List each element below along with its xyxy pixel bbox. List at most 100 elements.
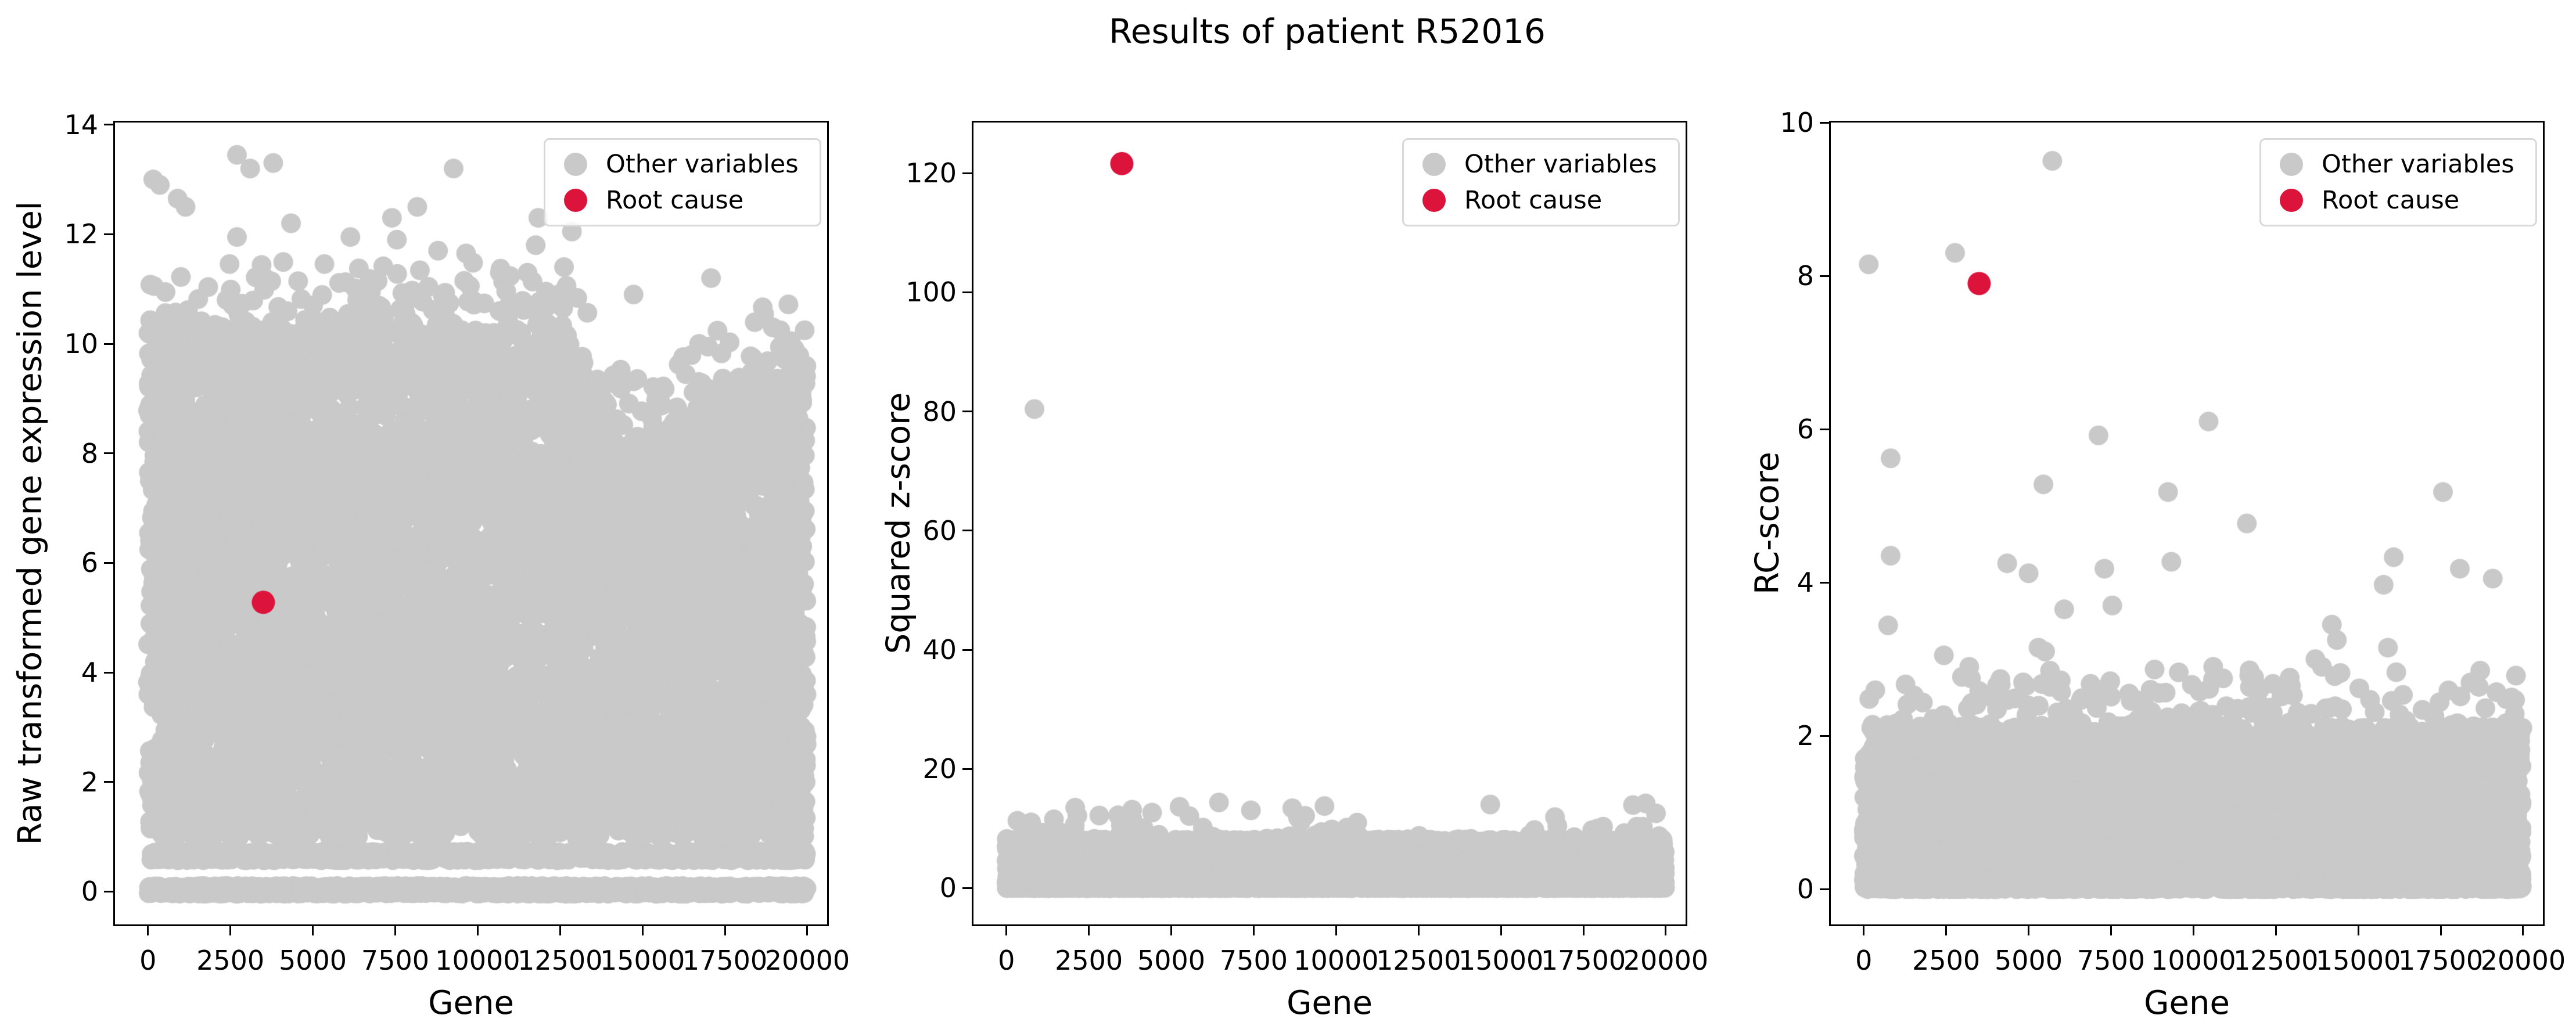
x-tick-label: 12500 <box>518 945 603 976</box>
x-tick-mark <box>2028 926 2030 935</box>
x-tick-label: 0 <box>1855 945 1873 976</box>
x-tick-mark <box>2357 926 2359 935</box>
scatter-canvas-raw-expression <box>115 123 827 924</box>
other-variables-marker-icon <box>564 153 587 176</box>
y-tick-label: 6 <box>1797 413 1814 445</box>
y-tick-mark <box>1820 121 1829 124</box>
x-tick-mark <box>2522 926 2524 935</box>
x-tick-label: 5000 <box>1137 945 1206 976</box>
y-tick-label: 8 <box>81 437 98 469</box>
scatter-canvas-rc-score <box>1831 123 2543 924</box>
x-tick-mark <box>1088 926 1090 935</box>
y-tick-label: 10 <box>1780 107 1814 138</box>
y-tick-label: 4 <box>1797 567 1814 599</box>
y-tick-label: 0 <box>939 872 957 904</box>
x-tick-mark <box>559 926 561 935</box>
x-tick-mark <box>1005 926 1008 935</box>
x-tick-label: 15000 <box>1458 945 1544 976</box>
x-tick-label: 20000 <box>1623 945 1709 976</box>
x-tick-mark <box>1252 926 1255 935</box>
legend-box: Other variables Root cause <box>2259 138 2537 226</box>
y-tick-mark <box>104 890 113 892</box>
x-tick-label: 17500 <box>1540 945 1626 976</box>
x-tick-mark <box>1417 926 1420 935</box>
y-tick-mark <box>962 768 972 770</box>
y-tick-label: 0 <box>1797 873 1814 905</box>
y-tick-label: 2 <box>1797 720 1814 752</box>
y-tick-mark <box>104 124 113 126</box>
legend-label-other: Other variables <box>606 150 799 179</box>
scatter-canvas-squared-z-score <box>973 123 1686 924</box>
x-tick-mark <box>394 926 396 935</box>
legend-entry-other: Other variables <box>1422 151 1678 178</box>
legend-box: Other variables Root cause <box>1402 138 1680 226</box>
x-tick-label: 12500 <box>1376 945 1461 976</box>
root-cause-marker-icon <box>1422 189 1446 212</box>
y-tick-label: 2 <box>81 766 98 798</box>
root-cause-marker-icon <box>2280 189 2303 212</box>
x-tick-mark <box>1335 926 1337 935</box>
x-tick-label: 7500 <box>2076 945 2145 976</box>
y-tick-mark <box>104 343 113 345</box>
x-tick-label: 0 <box>998 945 1015 976</box>
x-tick-mark <box>2110 926 2112 935</box>
y-tick-mark <box>104 671 113 674</box>
legend-label-root: Root cause <box>1464 186 1603 215</box>
y-tick-label: 60 <box>922 514 957 546</box>
x-tick-label: 17500 <box>2398 945 2484 976</box>
x-axis-label: Gene <box>1287 984 1373 1022</box>
y-tick-mark <box>104 562 113 564</box>
y-tick-mark <box>1820 275 1829 277</box>
x-tick-label: 7500 <box>361 945 429 976</box>
y-tick-mark <box>962 172 972 174</box>
x-tick-mark <box>229 926 232 935</box>
y-tick-mark <box>962 530 972 532</box>
x-tick-mark <box>147 926 149 935</box>
y-tick-mark <box>962 649 972 651</box>
x-tick-label: 17500 <box>682 945 768 976</box>
other-variables-marker-icon <box>2280 153 2303 176</box>
y-tick-label: 20 <box>922 753 957 785</box>
y-tick-label: 10 <box>64 328 98 360</box>
x-axis-label: Gene <box>428 984 514 1022</box>
x-axis-label: Gene <box>2144 984 2230 1022</box>
x-tick-mark <box>724 926 726 935</box>
y-tick-label: 40 <box>922 634 957 665</box>
y-tick-label: 14 <box>64 109 98 141</box>
x-tick-label: 10000 <box>1294 945 1379 976</box>
y-tick-label: 100 <box>906 276 957 308</box>
legend-label-root: Root cause <box>2322 186 2460 215</box>
axes-squared-z-score: Other variables Root cause <box>972 121 1687 926</box>
y-tick-mark <box>962 291 972 293</box>
x-tick-mark <box>1170 926 1173 935</box>
y-tick-mark <box>962 887 972 889</box>
legend-label-root: Root cause <box>606 186 744 215</box>
y-tick-label: 120 <box>906 157 957 189</box>
x-tick-label: 15000 <box>2315 945 2401 976</box>
legend-entry-other: Other variables <box>2280 151 2535 178</box>
x-tick-mark <box>1945 926 1948 935</box>
legend-entry-root: Root cause <box>1422 187 1678 214</box>
x-tick-label: 2500 <box>1912 945 1981 976</box>
legend-entry-root: Root cause <box>564 187 820 214</box>
x-tick-label: 20000 <box>764 945 850 976</box>
x-tick-label: 15000 <box>599 945 685 976</box>
root-cause-marker-icon <box>564 189 587 212</box>
y-tick-mark <box>1820 428 1829 430</box>
x-tick-label: 5000 <box>1995 945 2063 976</box>
x-tick-label: 2500 <box>1055 945 1123 976</box>
y-tick-label: 4 <box>81 657 98 689</box>
x-tick-mark <box>476 926 479 935</box>
y-tick-mark <box>104 781 113 783</box>
y-tick-mark <box>962 411 972 413</box>
x-tick-mark <box>641 926 644 935</box>
x-tick-mark <box>1582 926 1585 935</box>
y-tick-mark <box>1820 581 1829 584</box>
y-tick-label: 12 <box>64 218 98 250</box>
legend-entry-root: Root cause <box>2280 187 2535 214</box>
legend-label-other: Other variables <box>2322 150 2514 179</box>
x-tick-mark <box>1863 926 1865 935</box>
